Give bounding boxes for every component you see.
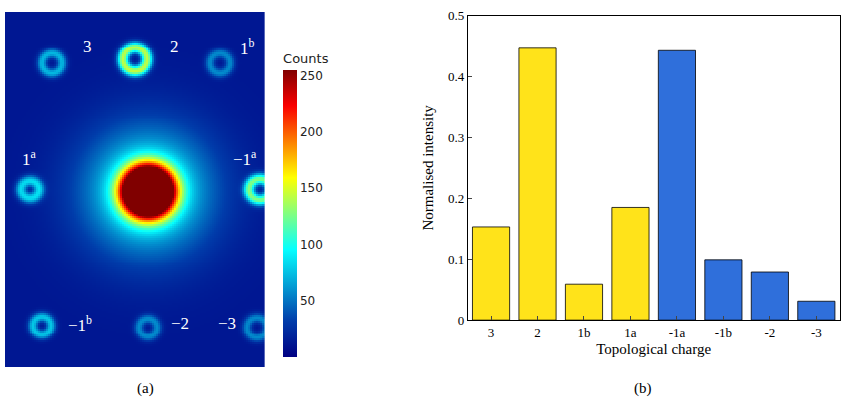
svg-text:−2: −2: [171, 314, 189, 333]
svg-text:1​b​: 1​b​: [240, 36, 255, 58]
svg-text:200: 200: [300, 125, 323, 139]
svg-text:3: 3: [83, 37, 92, 56]
svg-text:Topological charge: Topological charge: [596, 341, 711, 357]
svg-text:0.5: 0.5: [448, 8, 464, 23]
svg-text:0.1: 0.1: [448, 252, 464, 267]
svg-text:0.2: 0.2: [448, 191, 464, 206]
svg-text:(a): (a): [137, 380, 154, 397]
svg-text:0.3: 0.3: [448, 130, 464, 145]
svg-text:-3: -3: [811, 325, 822, 340]
svg-text:150: 150: [300, 181, 323, 195]
svg-text:Normalised intensity: Normalised intensity: [420, 105, 436, 231]
svg-text:−1​a​: −1​a​: [233, 147, 257, 169]
svg-text:-1b: -1b: [715, 325, 732, 340]
svg-text:3: 3: [488, 325, 495, 340]
svg-text:0: 0: [458, 313, 465, 328]
svg-text:2: 2: [534, 325, 541, 340]
svg-text:(b): (b): [634, 380, 652, 397]
svg-text:−1​b​: −1​b​: [68, 313, 92, 335]
svg-text:100: 100: [300, 238, 323, 252]
svg-text:1a: 1a: [624, 325, 637, 340]
svg-text:250: 250: [300, 69, 323, 83]
svg-text:0.4: 0.4: [448, 69, 465, 84]
svg-text:2: 2: [170, 37, 179, 56]
svg-text:1b: 1b: [577, 325, 590, 340]
svg-text:-1a: -1a: [669, 325, 686, 340]
svg-text:Counts: Counts: [283, 51, 329, 66]
svg-text:50: 50: [300, 294, 315, 308]
svg-text:-2: -2: [764, 325, 775, 340]
svg-text:1​a​: 1​a​: [22, 147, 37, 169]
svg-text:−3: −3: [218, 314, 236, 333]
